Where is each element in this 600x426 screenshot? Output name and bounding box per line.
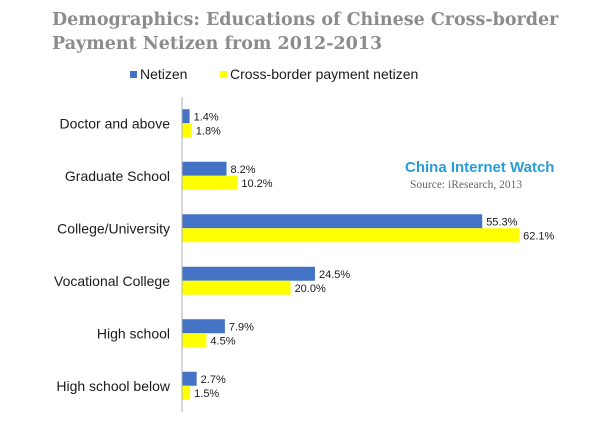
value-label-netizen-doctor-and-above: 1.4% [194,111,219,123]
bar-netizen-graduate-school [182,161,227,176]
legend-label-cross-border: Cross-border payment netizen [230,66,418,82]
value-label-cross-border-doctor-and-above: 1.8% [196,125,221,137]
bar-netizen-doctor-and-above [182,109,190,124]
value-label-cross-border-college-university: 62.1% [523,230,554,242]
value-label-cross-border-graduate-school: 10.2% [241,178,272,190]
watermark-brand: China Internet Watch [405,159,554,176]
value-label-cross-border-vocational-college: 20.0% [295,283,326,295]
bar-cross-border-vocational-college [182,280,291,295]
chart-title: Demographics: Educations of Chinese Cros… [52,8,592,56]
bar-cross-border-high-school-below [182,385,191,400]
bar-netizen-vocational-college [182,266,315,281]
watermark-source: Source: iResearch, 2013 [410,179,522,191]
bars-layer: Doctor and above 1.4% 1.8% Graduate School 8… [54,109,555,400]
category-label-doctor-and-above: Doctor and above [59,115,170,131]
legend-swatch-cross-border [220,71,227,78]
category-label-vocational-college: Vocational College [54,273,170,289]
category-label-high-school-below: High school below [56,378,171,394]
value-label-netizen-high-school-below: 2.7% [201,374,226,386]
value-label-netizen-college-university: 55.3% [486,216,517,228]
bar-netizen-high-school-below [182,371,197,386]
value-label-netizen-high-school: 7.9% [229,321,254,333]
category-label-college-university: College/University [57,220,170,236]
bar-netizen-high-school [182,319,225,334]
bar-cross-border-doctor-and-above [182,123,192,138]
chart-title-line-1: Demographics: Educations of Chinese Cros… [52,10,559,30]
bar-cross-border-high-school [182,333,207,348]
chart-legend: Netizen Cross-border payment netizen [130,66,418,82]
value-label-cross-border-high-school: 4.5% [210,335,235,347]
bar-cross-border-graduate-school [182,175,238,190]
value-label-netizen-vocational-college: 24.5% [319,269,350,281]
category-label-graduate-school: Graduate School [65,168,170,184]
value-label-cross-border-high-school-below: 1.5% [194,388,219,400]
bar-netizen-college-university [182,214,483,229]
legend-swatch-netizen [130,71,137,78]
legend-label-netizen: Netizen [140,66,187,82]
chart-title-line-2: Payment Netizen from 2012-2013 [52,34,383,54]
category-label-high-school: High school [97,325,170,341]
watermark: China Internet Watch Source: iResearch, … [405,159,554,191]
bar-cross-border-college-university [182,228,520,243]
value-label-netizen-graduate-school: 8.2% [231,164,256,176]
